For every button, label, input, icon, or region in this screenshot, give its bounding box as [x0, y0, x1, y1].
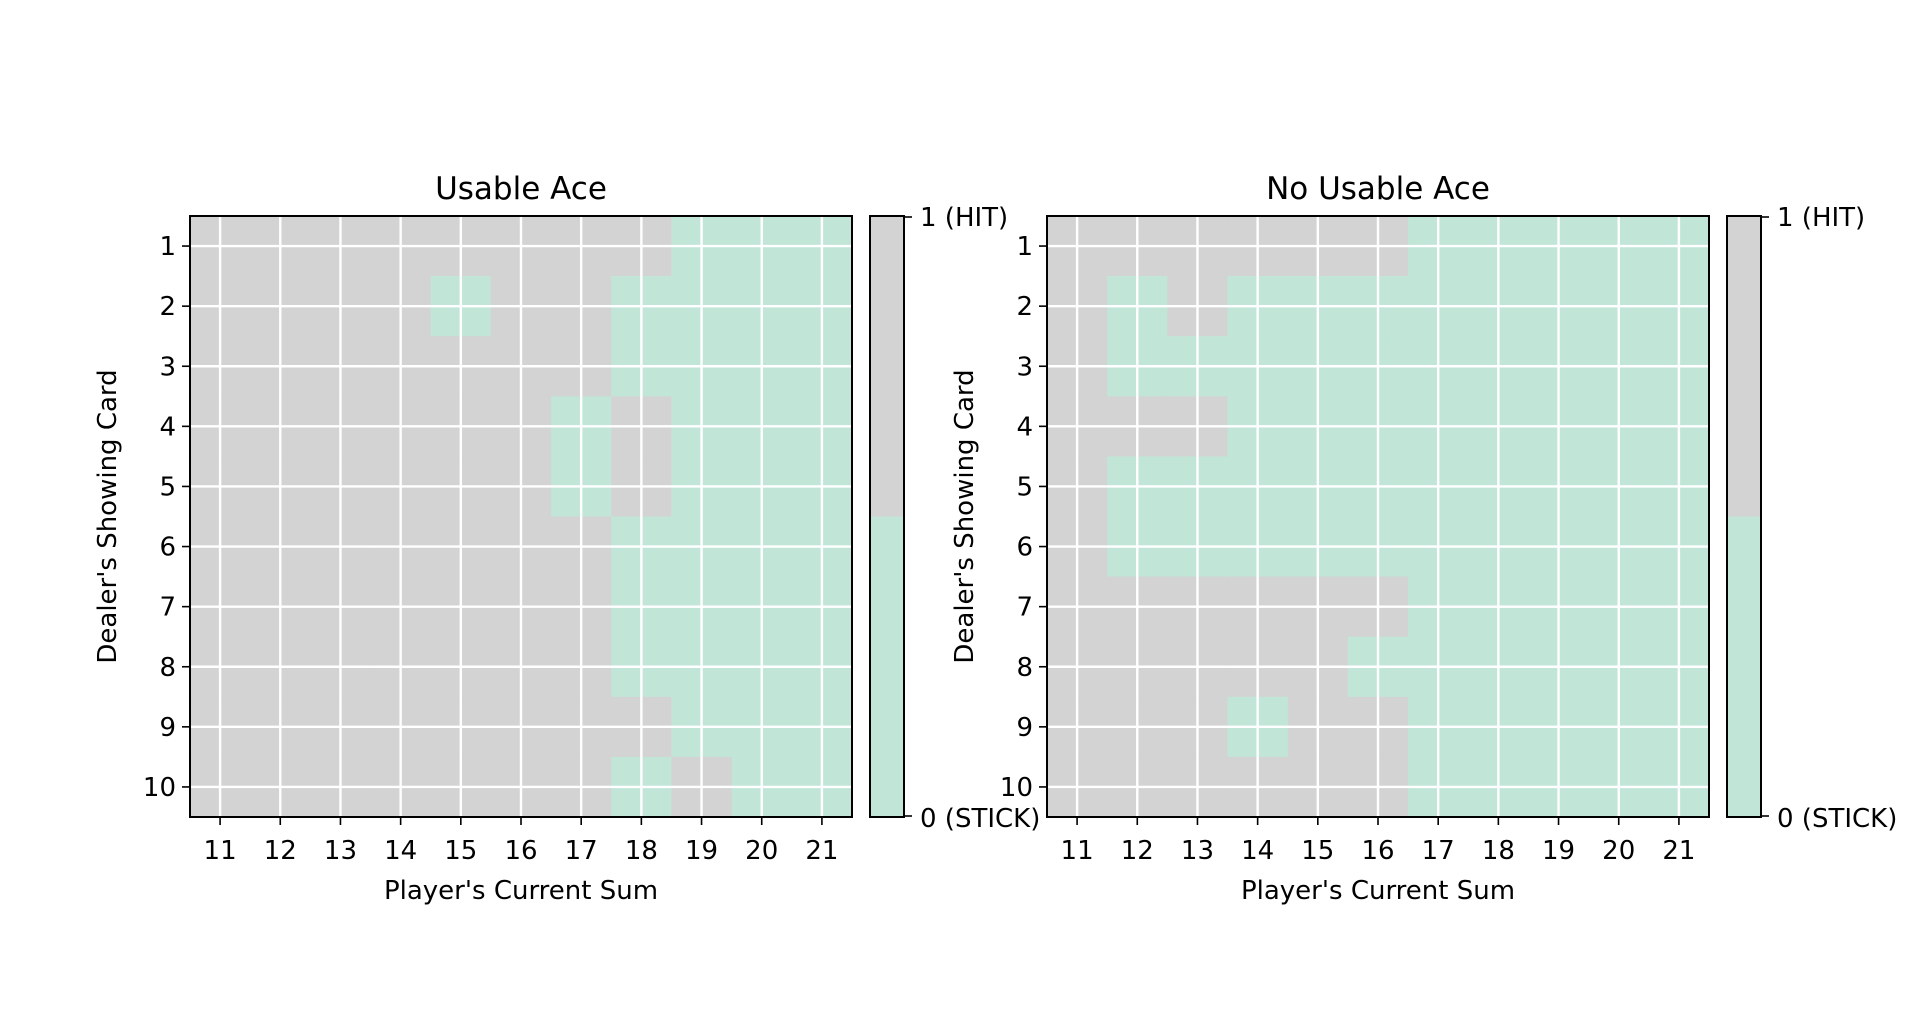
- colorbar-min-label: 0 (STICK): [920, 804, 1040, 834]
- y-axis-label: Dealer's Showing Card: [950, 369, 980, 663]
- y-tick-label: 3: [1016, 352, 1033, 382]
- x-tick-label: 14: [1241, 836, 1274, 866]
- colorbar: 1 (HIT) 0 (STICK): [1726, 203, 1897, 834]
- y-tick-label: 7: [159, 593, 176, 623]
- y-tick-label: 8: [1016, 653, 1033, 683]
- x-tick-label: 11: [204, 836, 237, 866]
- x-tick-label: 13: [1181, 836, 1214, 866]
- x-tick-label: 15: [444, 836, 477, 866]
- x-tick-label: 20: [745, 836, 778, 866]
- x-tick-label: 14: [384, 836, 417, 866]
- x-tick-label: 17: [1422, 836, 1455, 866]
- y-tick-label: 4: [1016, 412, 1033, 442]
- x-tick-label: 12: [1121, 836, 1154, 866]
- y-tick-label: 3: [159, 352, 176, 382]
- y-tick-label: 6: [1016, 533, 1033, 563]
- x-axis-label: Player's Current Sum: [384, 876, 658, 906]
- colorbar: 1 (HIT) 0 (STICK): [869, 203, 1040, 834]
- y-tick-label: 10: [143, 773, 176, 803]
- y-tick-label: 2: [159, 292, 176, 322]
- y-tick-label: 6: [159, 533, 176, 563]
- x-tick-label: 21: [805, 836, 838, 866]
- y-tick-label: 10: [1000, 773, 1033, 803]
- y-axis-label: Dealer's Showing Card: [93, 369, 123, 663]
- x-tick-label: 19: [1542, 836, 1575, 866]
- chart-title: Usable Ace: [435, 171, 607, 207]
- x-tick-label: 17: [565, 836, 598, 866]
- y-tick-label: 8: [159, 653, 176, 683]
- y-tick-label: 9: [1016, 713, 1033, 743]
- x-tick-label: 21: [1662, 836, 1695, 866]
- y-tick-label: 1: [1016, 232, 1033, 262]
- y-tick-label: 1: [159, 232, 176, 262]
- x-tick-label: 19: [685, 836, 718, 866]
- x-tick-label: 18: [1482, 836, 1515, 866]
- y-tick-label: 7: [1016, 593, 1033, 623]
- colorbar-min-label: 0 (STICK): [1777, 804, 1897, 834]
- x-tick-label: 16: [1361, 836, 1394, 866]
- x-tick-label: 18: [625, 836, 658, 866]
- y-tick-label: 5: [159, 472, 176, 502]
- colorbar-frame: [1726, 215, 1762, 818]
- colorbar-hit-segment: [870, 216, 904, 517]
- x-tick-label: 13: [324, 836, 357, 866]
- colorbar-stick-segment: [870, 516, 904, 817]
- chart-title: No Usable Ace: [1266, 171, 1490, 207]
- x-axis-label: Player's Current Sum: [1241, 876, 1515, 906]
- colorbar-max-label: 1 (HIT): [920, 203, 1008, 233]
- y-tick-label: 5: [1016, 472, 1033, 502]
- colorbar-hit-segment: [1727, 216, 1761, 517]
- colorbar-max-label: 1 (HIT): [1777, 203, 1865, 233]
- x-tick-label: 15: [1301, 836, 1334, 866]
- x-tick-label: 16: [504, 836, 537, 866]
- colorbar-stick-segment: [1727, 516, 1761, 817]
- x-tick-label: 12: [264, 836, 297, 866]
- y-tick-label: 2: [1016, 292, 1033, 322]
- chart-panel-1: 11 12 13 14 15 16 17 18 19 20 2112345678910Usable …: [93, 171, 1040, 906]
- x-tick-label: 11: [1061, 836, 1094, 866]
- y-tick-label: 9: [159, 713, 176, 743]
- colorbar-frame: [869, 215, 905, 818]
- x-tick-label: 20: [1602, 836, 1635, 866]
- y-tick-label: 4: [159, 412, 176, 442]
